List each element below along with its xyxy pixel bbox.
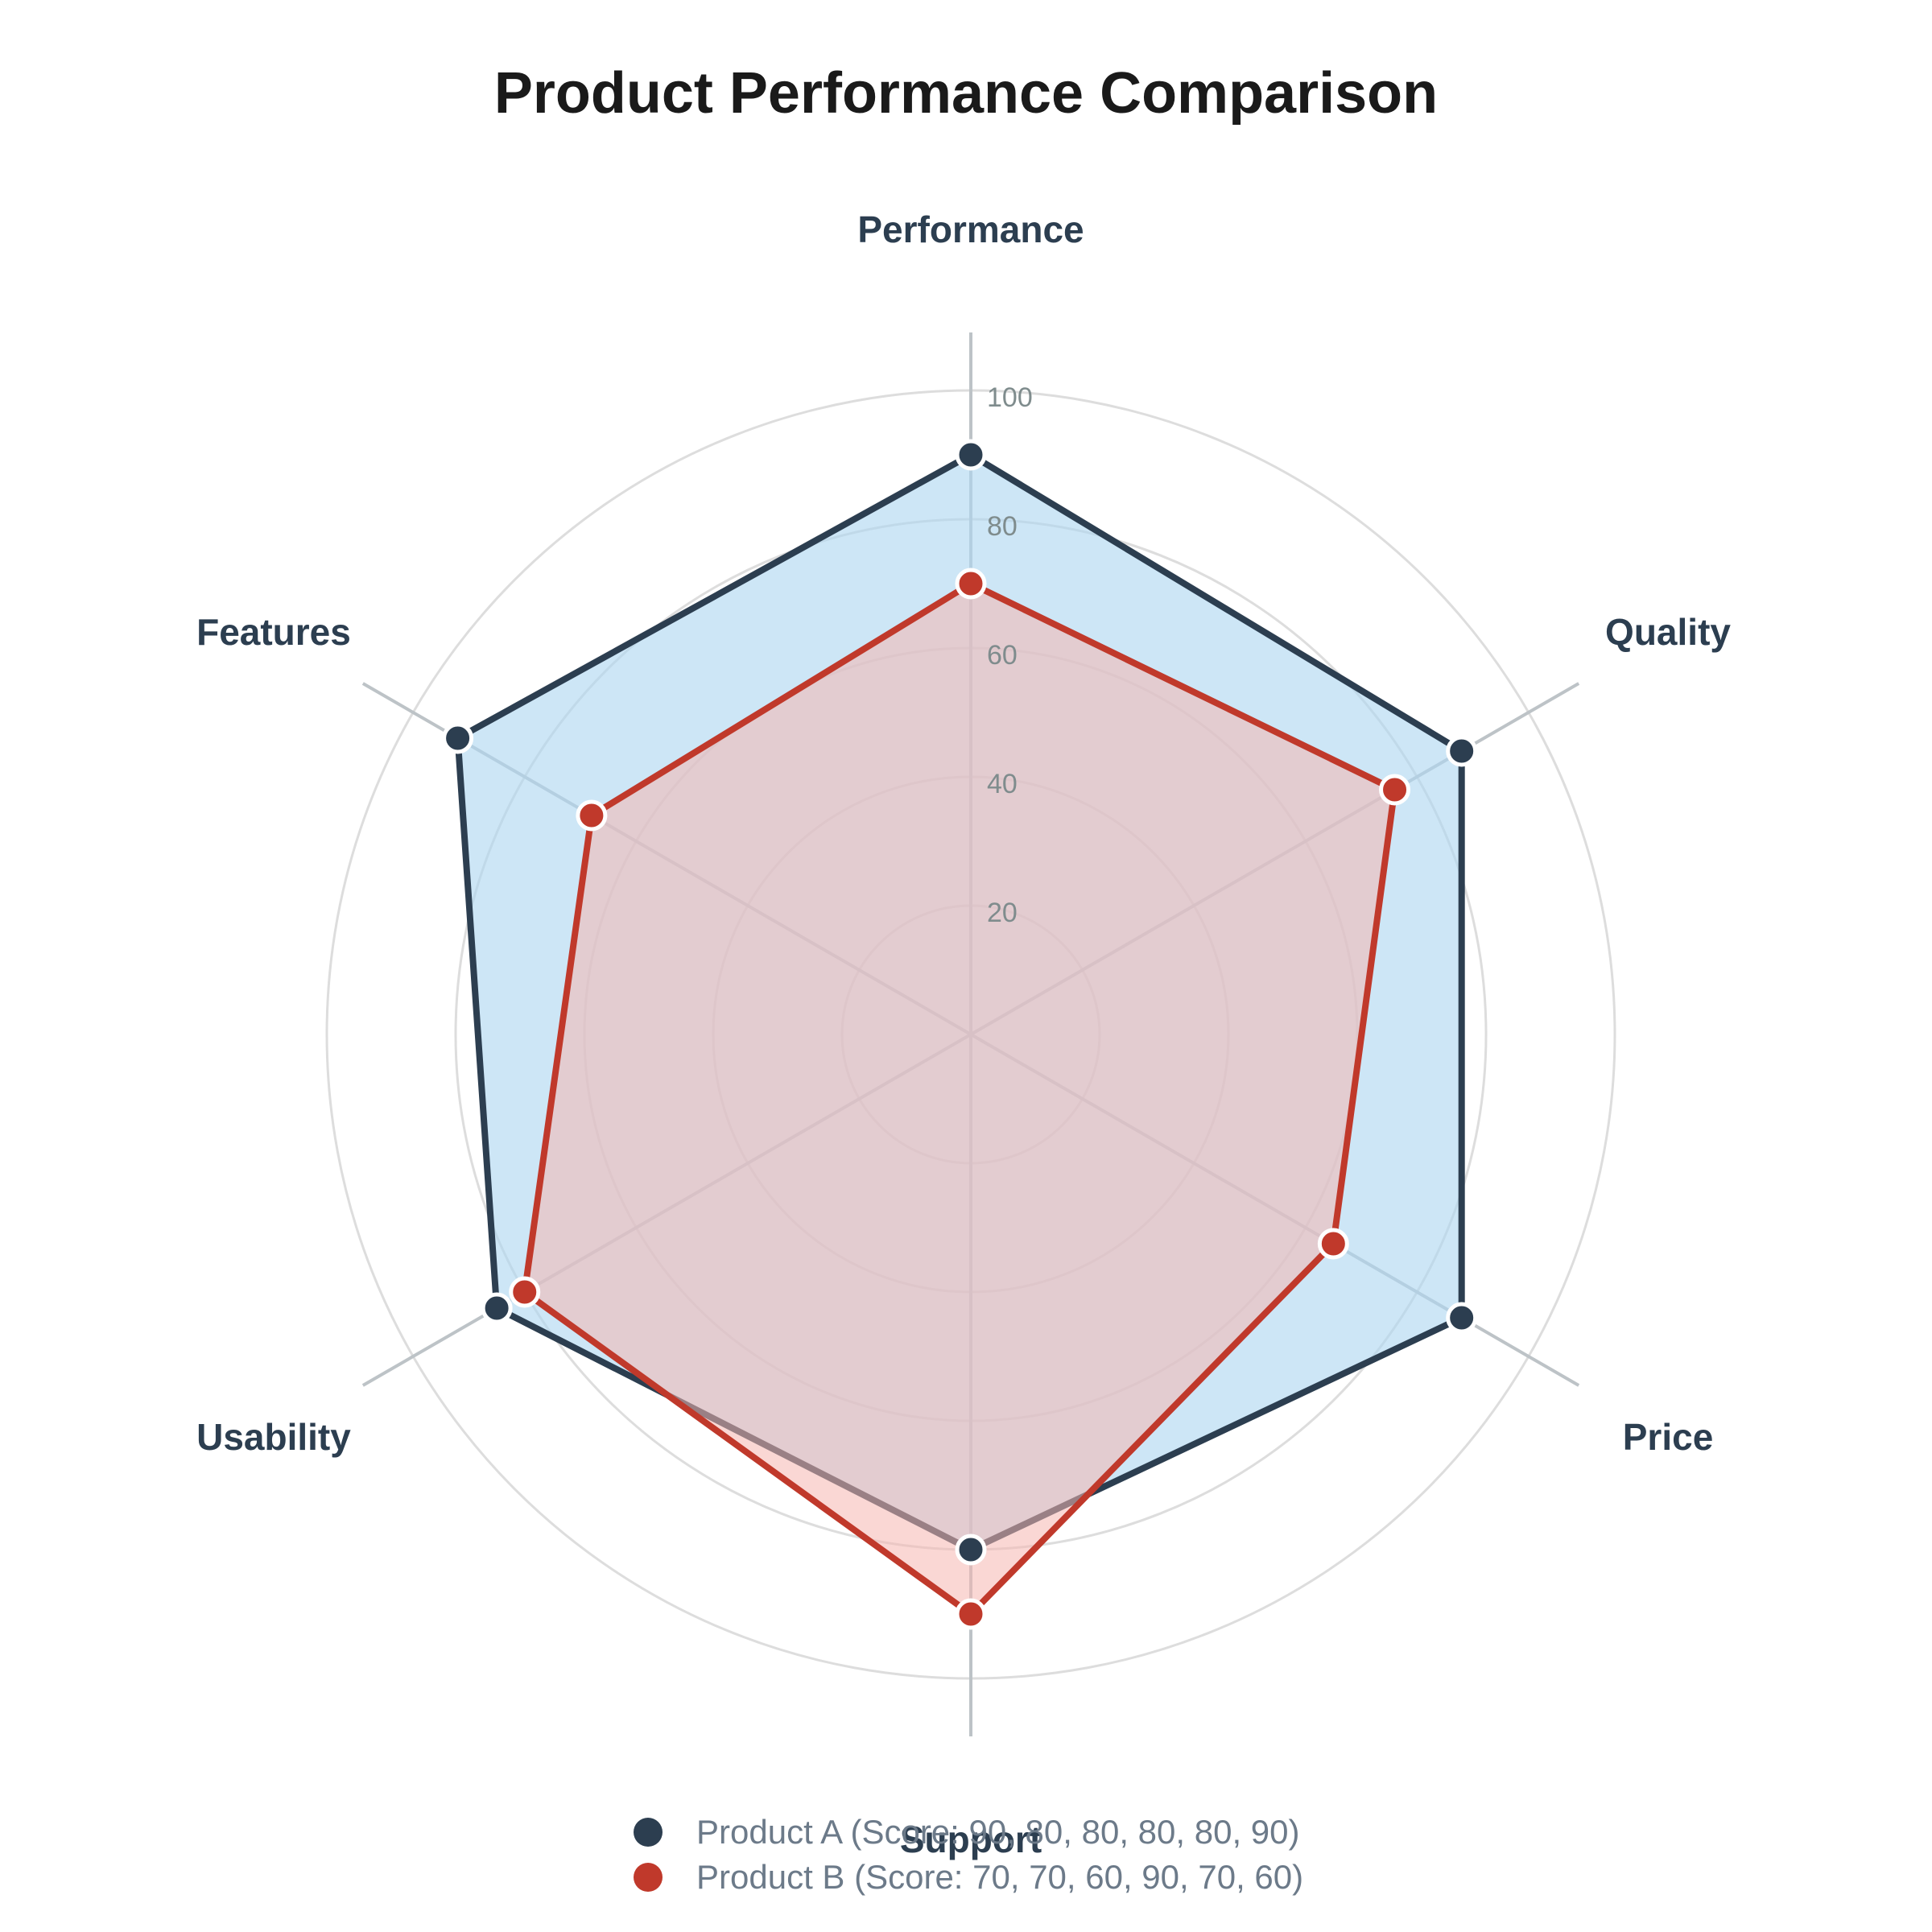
category-labels: Performance Quality Price Support Usability F… xyxy=(196,208,1731,1860)
legend-marker-1 xyxy=(634,1818,663,1847)
series-1-point-price xyxy=(1446,1302,1478,1334)
tick-label-60: 60 xyxy=(987,640,1018,671)
series-2-point-performance xyxy=(955,568,987,600)
radar-markers xyxy=(442,439,1478,1630)
tick-label-40: 40 xyxy=(987,769,1018,799)
radar-series xyxy=(454,452,1465,1617)
series-2-point-features xyxy=(576,799,608,832)
series-2-point-usability xyxy=(509,1276,541,1308)
legend-marker-2 xyxy=(634,1863,663,1892)
legend-label-2: Product B (Score: 70, 70, 60, 90, 70, 60… xyxy=(696,1858,1303,1896)
category-label-quality: Quality xyxy=(1605,611,1731,653)
radial-tick-labels: 20 40 60 80 100 xyxy=(987,382,1033,928)
series-2-point-quality xyxy=(1379,774,1411,806)
category-label-features: Features xyxy=(196,611,351,653)
tick-label-100: 100 xyxy=(987,382,1033,413)
series-1-point-usability xyxy=(481,1292,513,1324)
legend: Product A (Score: 90, 80, 80, 80, 80, 90… xyxy=(634,1813,1303,1896)
tick-label-80: 80 xyxy=(987,511,1018,542)
series-1-point-performance xyxy=(955,439,987,471)
series-2-area xyxy=(524,584,1395,1614)
series-2-point-price xyxy=(1317,1228,1349,1260)
legend-label-1: Product A (Score: 90, 80, 80, 80, 80, 90… xyxy=(696,1813,1299,1851)
category-label-support: Support xyxy=(900,1818,1042,1860)
series-1-point-quality xyxy=(1446,735,1478,767)
series-2-point-support xyxy=(955,1598,987,1630)
category-label-performance: Performance xyxy=(857,208,1084,250)
series-1-point-features xyxy=(442,722,474,754)
chart-title: Product Performance Comparison xyxy=(494,61,1438,126)
category-label-price: Price xyxy=(1623,1416,1714,1458)
tick-label-20: 20 xyxy=(987,898,1018,928)
series-1-point-support xyxy=(955,1534,987,1566)
category-label-usability: Usability xyxy=(196,1416,351,1458)
